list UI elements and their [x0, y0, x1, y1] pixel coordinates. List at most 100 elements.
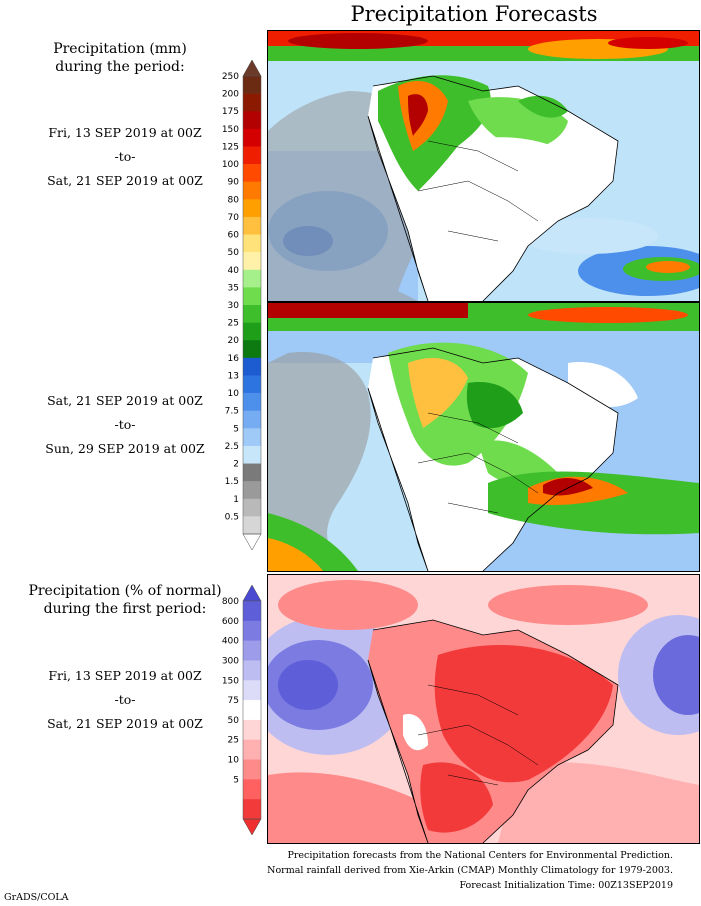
- period1-sep: -to-: [114, 149, 136, 164]
- pct-normal-colorbar: 800 600 400 300 150 75 50 25 10 5: [205, 584, 265, 836]
- period2-label: Sat, 21 SEP 2019 at 00Z -to- Sun, 29 SEP…: [20, 393, 230, 457]
- colorbar-swatch: [243, 759, 261, 780]
- colorbar-tick-label: 300: [222, 656, 239, 666]
- colorbar-swatch: [243, 700, 261, 721]
- colorbar-tick-label: 10: [228, 389, 240, 399]
- colorbar-tick-label: 13: [228, 371, 239, 381]
- colorbar-tick-label: 5: [233, 424, 239, 434]
- forecast-map-period1: [267, 30, 700, 302]
- colorbar-swatch: [243, 357, 261, 376]
- colorbar-swatch: [243, 481, 261, 500]
- colorbar-swatch: [243, 181, 261, 200]
- colorbar-swatch: [243, 445, 261, 464]
- colorbar-swatch: [243, 680, 261, 701]
- precip-colorbar-swatches: 2502001751501251009080706050403530252016…: [222, 59, 262, 551]
- forecast-map-period1-graphic: [268, 31, 699, 301]
- colorbar-tick-label: 250: [222, 72, 239, 82]
- precip-heading: Precipitation (mm) during the period:: [20, 40, 220, 76]
- precip-colorbar: 250 200 175 150 125 100 90 80 70 60 50 40 35 30 25 20 16…: [205, 59, 265, 551]
- precip-heading-line2: during the period:: [55, 59, 185, 75]
- colorbar-swatch: [243, 640, 261, 661]
- footer-line2: Normal rainfall derived from Xie-Arkin (…: [267, 865, 673, 876]
- colorbar-tick-label: 600: [222, 617, 239, 627]
- colorbar-tick-label: 150: [222, 125, 239, 135]
- period2-start: Sat, 21 SEP 2019 at 00Z: [47, 393, 203, 408]
- footer-line1: Precipitation forecasts from the Nationa…: [287, 850, 674, 861]
- colorbar-frame: [242, 600, 262, 820]
- colorbar-tick-label: 0.5: [225, 512, 239, 522]
- colorbar-tick-label: 175: [222, 107, 239, 117]
- period1-start: Fri, 13 SEP 2019 at 00Z: [48, 125, 202, 140]
- colorbar-tick-label: 150: [222, 676, 239, 686]
- pct-normal-heading-line2: during the first period:: [43, 601, 207, 617]
- colorbar-swatch: [243, 516, 261, 535]
- colorbar-tick-label: 30: [228, 301, 240, 311]
- colorbar-swatch: [243, 252, 261, 271]
- colorbar-tick-label: 50: [228, 716, 240, 726]
- colorbar-tick-label: 100: [222, 160, 239, 170]
- colorbar-tick-label: 75: [228, 696, 239, 706]
- colorbar-swatch: [243, 305, 261, 323]
- period1-label: Fri, 13 SEP 2019 at 00Z -to- Sat, 21 SEP…: [20, 125, 230, 189]
- colorbar-swatch: [243, 428, 261, 447]
- colorbar-tick-label: 800: [222, 597, 239, 607]
- colorbar-tick-label: 125: [222, 142, 239, 152]
- colorbar-tick-label: 5: [233, 775, 239, 785]
- colorbar-tick-label: 2: [233, 460, 239, 470]
- forecast-map-period2: [267, 302, 700, 572]
- grads-credit: GrADS/COLA: [4, 892, 69, 903]
- pct-normal-colorbar-swatches: 800 600 400 300 150 75 50 25 10 5: [222, 584, 262, 836]
- colorbar-bottom-arrow: [242, 818, 262, 836]
- colorbar-swatch: [243, 216, 261, 235]
- colorbar-swatch: [243, 799, 261, 820]
- colorbar-swatch: [243, 128, 261, 147]
- colorbar-tick-label: 2.5: [225, 442, 239, 452]
- colorbar-swatch: [243, 199, 261, 218]
- colorbar-tick-label: 80: [228, 195, 240, 205]
- pct-normal-heading: Precipitation (% of normal) during the f…: [20, 582, 230, 618]
- colorbar-tick-label: 10: [228, 756, 240, 766]
- colorbar-swatch: [243, 111, 261, 130]
- colorbar-tick-label: 35: [228, 283, 239, 293]
- colorbar-tick-label: 200: [222, 90, 239, 100]
- colorbar-swatch: [243, 739, 261, 760]
- colorbar-swatch: [243, 340, 261, 359]
- period2-sep: -to-: [114, 417, 136, 432]
- colorbar-swatch: [243, 393, 261, 411]
- colorbar-tick-label: 50: [228, 248, 240, 258]
- colorbar-swatch: [243, 234, 261, 253]
- period3-sep: -to-: [114, 692, 136, 707]
- colorbar-frame: [242, 75, 262, 535]
- colorbar-swatch: [243, 269, 261, 288]
- colorbar-top-arrow: [242, 59, 262, 77]
- colorbar-swatch: [243, 498, 261, 517]
- colorbar-tick-label: 20: [228, 336, 240, 346]
- colorbar-swatch: [243, 719, 261, 741]
- pct-normal-heading-line1: Precipitation (% of normal): [28, 583, 222, 599]
- colorbar-tick-label: 70: [228, 213, 240, 223]
- colorbar-swatch: [243, 164, 261, 182]
- period3-label: Fri, 13 SEP 2019 at 00Z -to- Sat, 21 SEP…: [20, 668, 230, 732]
- forecast-map-period2-graphic: [268, 303, 699, 571]
- precip-heading-line1: Precipitation (mm): [53, 41, 187, 57]
- colorbar-tick-label: 40: [228, 266, 240, 276]
- period1-end: Sat, 21 SEP 2019 at 00Z: [47, 173, 203, 188]
- colorbar-bottom-arrow: [242, 533, 262, 551]
- colorbar-swatch: [243, 779, 261, 800]
- colorbar-top-arrow: [242, 584, 262, 602]
- colorbar-swatch: [243, 76, 261, 94]
- colorbar-tick-label: 60: [228, 231, 240, 241]
- colorbar-tick-label: 90: [228, 178, 240, 188]
- pct-normal-map-graphic: [268, 575, 699, 843]
- colorbar-tick-label: 400: [222, 637, 239, 647]
- colorbar-swatch: [243, 463, 261, 482]
- colorbar-swatch: [243, 146, 261, 165]
- colorbar-swatch: [243, 375, 261, 394]
- colorbar-swatch: [243, 601, 261, 622]
- period2-end: Sun, 29 SEP 2019 at 00Z: [45, 441, 205, 456]
- period3-start: Fri, 13 SEP 2019 at 00Z: [48, 668, 202, 683]
- colorbar-swatch: [243, 93, 261, 112]
- colorbar-swatch: [243, 322, 261, 341]
- colorbar-tick-label: 25: [228, 319, 239, 329]
- colorbar-swatch: [243, 410, 261, 429]
